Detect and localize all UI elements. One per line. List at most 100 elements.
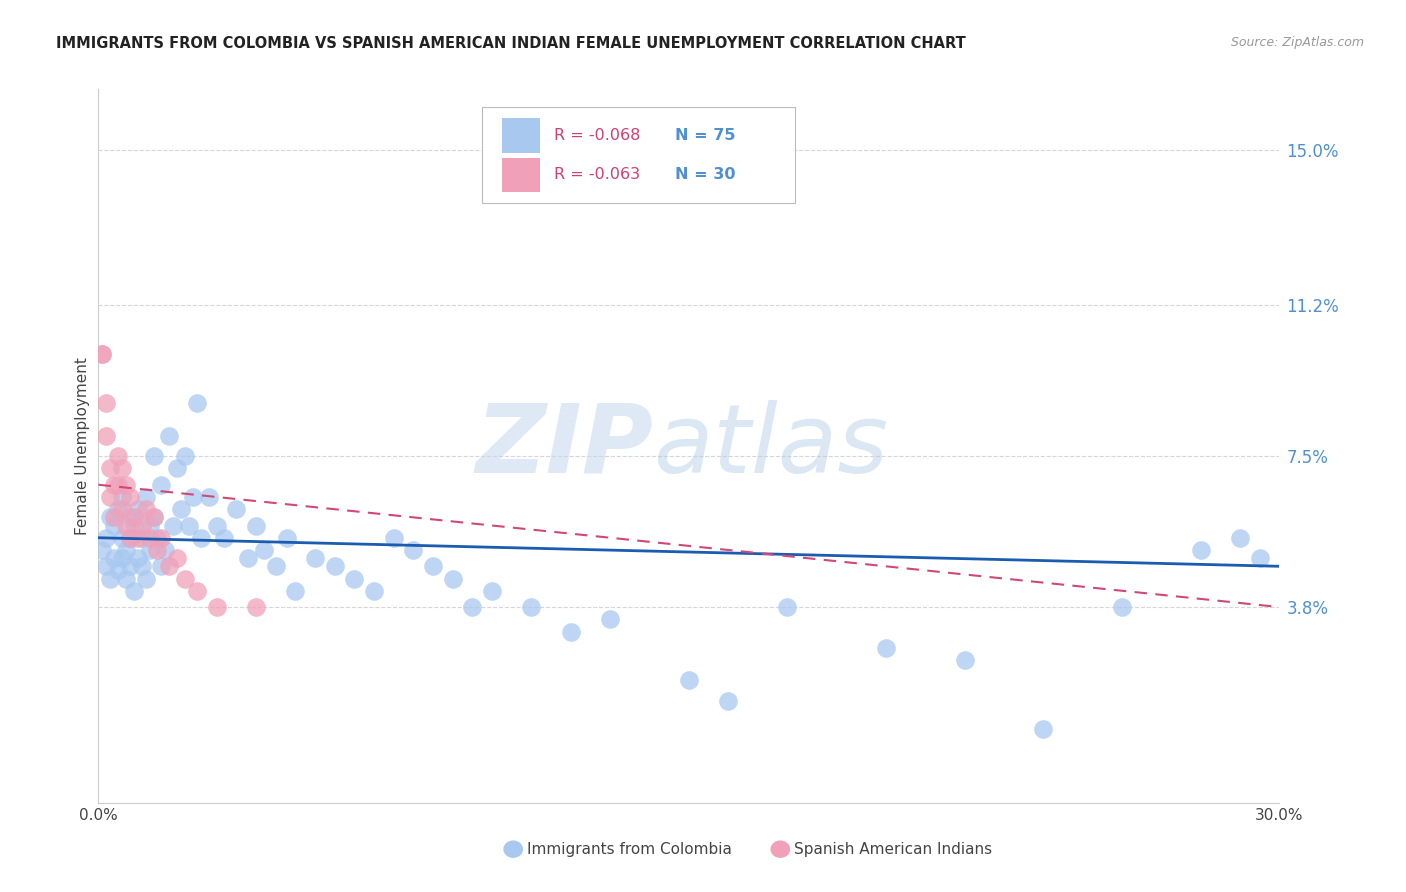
Point	[177, 518, 200, 533]
Point	[875, 640, 897, 655]
Text: R = -0.063: R = -0.063	[554, 168, 640, 182]
Point	[127, 502, 149, 516]
Point	[253, 543, 276, 558]
Point	[131, 531, 153, 545]
Point	[236, 551, 259, 566]
Point	[127, 551, 149, 566]
Point	[1032, 723, 1054, 737]
Text: Immigrants from Colombia: Immigrants from Colombia	[527, 842, 733, 856]
Text: atlas: atlas	[654, 400, 889, 492]
Point	[146, 531, 169, 545]
Point	[115, 572, 138, 586]
Point	[96, 531, 118, 545]
Point	[186, 396, 208, 410]
Point	[115, 477, 138, 491]
Point	[953, 653, 976, 667]
Text: ZIP: ZIP	[475, 400, 654, 492]
Point	[103, 518, 125, 533]
Y-axis label: Female Unemployment: Female Unemployment	[75, 357, 90, 535]
Point	[186, 583, 208, 598]
Point	[441, 572, 464, 586]
Point	[214, 531, 236, 545]
Point	[96, 429, 118, 443]
Point	[343, 572, 366, 586]
Point	[717, 694, 740, 708]
Point	[245, 600, 267, 615]
Point	[111, 461, 134, 475]
Point	[225, 502, 247, 516]
Point	[264, 559, 287, 574]
Text: Source: ZipAtlas.com: Source: ZipAtlas.com	[1230, 36, 1364, 49]
Point	[142, 510, 165, 524]
Point	[150, 477, 173, 491]
FancyBboxPatch shape	[502, 119, 540, 153]
Point	[181, 490, 204, 504]
Text: R = -0.068: R = -0.068	[554, 128, 641, 143]
Point	[678, 673, 700, 688]
Point	[135, 572, 157, 586]
Point	[98, 490, 121, 504]
Point	[98, 510, 121, 524]
Point	[118, 531, 141, 545]
Point	[205, 518, 228, 533]
Point	[205, 600, 228, 615]
Point	[560, 624, 582, 639]
Point	[111, 502, 134, 516]
Point	[131, 559, 153, 574]
Point	[284, 583, 307, 598]
Point	[115, 518, 138, 533]
Point	[1249, 551, 1271, 566]
Point	[776, 600, 799, 615]
Point	[107, 563, 129, 577]
Point	[599, 612, 621, 626]
Point	[422, 559, 444, 574]
Point	[155, 543, 177, 558]
Point	[245, 518, 267, 533]
Point	[138, 531, 160, 545]
Point	[481, 583, 503, 598]
Point	[142, 510, 165, 524]
FancyBboxPatch shape	[482, 107, 796, 203]
Point	[150, 531, 173, 545]
Point	[115, 543, 138, 558]
Point	[91, 543, 114, 558]
Point	[118, 531, 141, 545]
FancyBboxPatch shape	[502, 158, 540, 192]
Point	[174, 572, 197, 586]
Point	[197, 490, 219, 504]
Point	[323, 559, 346, 574]
Point	[174, 449, 197, 463]
Point	[118, 490, 141, 504]
Point	[304, 551, 326, 566]
Text: N = 75: N = 75	[675, 128, 735, 143]
Point	[127, 531, 149, 545]
Point	[103, 477, 125, 491]
Point	[98, 461, 121, 475]
Point	[91, 347, 114, 361]
Point	[111, 490, 134, 504]
Point	[96, 396, 118, 410]
Point	[382, 531, 405, 545]
Point	[1189, 543, 1212, 558]
Point	[276, 531, 298, 545]
Point	[157, 429, 180, 443]
Point	[118, 510, 141, 524]
Point	[98, 572, 121, 586]
Point	[107, 502, 129, 516]
Point	[122, 510, 145, 524]
Point	[170, 502, 193, 516]
Text: Spanish American Indians: Spanish American Indians	[794, 842, 993, 856]
Text: N = 30: N = 30	[675, 168, 735, 182]
Point	[131, 518, 153, 533]
Point	[107, 449, 129, 463]
Point	[111, 531, 134, 545]
Point	[190, 531, 212, 545]
Point	[135, 502, 157, 516]
Point	[138, 543, 160, 558]
Point	[135, 490, 157, 504]
Point	[402, 543, 425, 558]
Point	[1229, 531, 1251, 545]
Point	[363, 583, 385, 598]
Point	[103, 510, 125, 524]
Point	[162, 518, 184, 533]
